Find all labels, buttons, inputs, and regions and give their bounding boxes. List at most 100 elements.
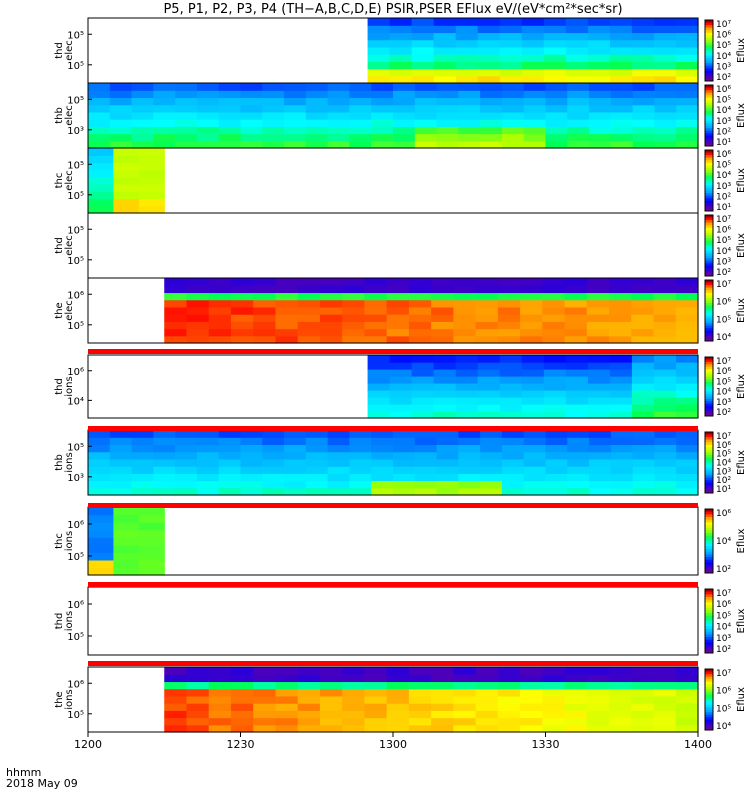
heatmap-cell (497, 674, 521, 683)
heatmap-cell (196, 104, 220, 113)
heatmap-cell (433, 355, 457, 363)
heatmap-cell (153, 444, 176, 453)
heatmap-cell (349, 458, 372, 467)
x-tick-label: 1300 (379, 738, 407, 751)
heatmap-cell (88, 169, 115, 178)
heatmap-cell (543, 404, 567, 412)
heatmap-cell (455, 390, 479, 398)
colorbar-segment (705, 393, 713, 397)
colorbar-segment (705, 313, 713, 317)
heatmap-cell (218, 444, 242, 453)
heatmap-cell (589, 133, 612, 142)
heatmap-cell (218, 126, 242, 135)
heatmap-cell (175, 458, 198, 467)
colorbar-label: Eflux (736, 168, 747, 193)
heatmap-cell (364, 681, 388, 690)
heatmap-cell (653, 362, 677, 370)
heatmap-cell (411, 32, 435, 41)
heatmap-cell (275, 674, 299, 683)
heatmap-cell (499, 68, 523, 77)
heatmap-cell (131, 104, 154, 113)
heatmap-cell (230, 710, 254, 719)
heatmap-cell (458, 458, 481, 467)
heatmap-cell (589, 480, 612, 489)
heatmap-cell (196, 97, 220, 106)
heatmap-cell (218, 133, 242, 142)
heatmap-cell (521, 369, 545, 377)
heatmap-cell (208, 710, 232, 719)
colorbar-segment (705, 401, 713, 405)
heatmap-cell (436, 458, 459, 467)
heatmap-cell (497, 285, 521, 294)
heatmap-cell (342, 292, 366, 301)
heatmap-cell (631, 299, 655, 308)
heatmap-cell (653, 681, 677, 690)
heatmap-cell (297, 278, 321, 286)
heatmap-cell (475, 681, 499, 690)
heatmap-cell (153, 119, 176, 127)
colorbar-segment (705, 522, 713, 526)
heatmap-cell (567, 458, 590, 467)
heatmap-cell (458, 126, 481, 135)
heatmap-cell (631, 397, 655, 405)
heatmap-cell (218, 104, 242, 113)
heatmap-cell (458, 119, 481, 127)
heatmap-cell (253, 724, 277, 733)
heatmap-cell (186, 695, 210, 704)
colorbar-segment (705, 282, 713, 286)
heatmap-cell (284, 104, 307, 113)
heatmap-cell (240, 451, 263, 460)
heatmap-cell (501, 444, 525, 453)
heatmap-cell (654, 90, 677, 99)
heatmap-cell (609, 397, 633, 405)
heatmap-cell (675, 355, 699, 363)
heatmap-cell (542, 314, 566, 322)
colorbar-tick: 10⁶ (716, 226, 731, 236)
heatmap-cell (88, 480, 111, 489)
heatmap-cell (349, 133, 372, 142)
colorbar-segment (705, 25, 713, 29)
heatmap-cell (109, 133, 133, 142)
heatmap-cell (653, 46, 677, 55)
heatmap-cell (327, 430, 351, 438)
heatmap-cell (253, 321, 277, 330)
heatmap-cell (386, 335, 410, 344)
heatmap-cell (386, 695, 410, 704)
heatmap-cell (480, 466, 503, 474)
heatmap-cell (477, 18, 501, 26)
heatmap-cell (138, 169, 165, 178)
heatmap-cell (453, 717, 477, 726)
heatmap-cell (319, 703, 343, 711)
heatmap-cell (675, 703, 699, 711)
heatmap-cell (431, 335, 454, 344)
heatmap-cell (230, 688, 254, 697)
heatmap-cell (414, 104, 438, 113)
colorbar-segment (705, 485, 713, 489)
heatmap-cell (653, 314, 677, 322)
heatmap-cell (654, 466, 677, 474)
heatmap-cell (480, 444, 503, 453)
heatmap-cell (609, 328, 632, 337)
heatmap-cell (196, 444, 220, 453)
colorbar-tick: 10⁶ (716, 31, 731, 41)
heatmap-cell (262, 140, 285, 149)
heatmap-cell (196, 458, 220, 467)
heatmap-cell (393, 473, 416, 482)
heatmap-cell (319, 724, 343, 733)
heatmap-cell (564, 667, 588, 675)
heatmap-cell (230, 328, 254, 337)
heatmap-cell (393, 444, 416, 453)
heatmap-cell (196, 126, 220, 135)
heatmap-cell (436, 83, 459, 91)
heatmap-cell (475, 688, 499, 697)
heatmap-cell (305, 119, 329, 127)
heatmap-cell (564, 695, 588, 704)
heatmap-cell (501, 430, 525, 438)
panel-ylabel: ions (64, 611, 75, 631)
heatmap-cell (109, 119, 133, 127)
heatmap-cell (371, 444, 394, 453)
heatmap-cell (327, 111, 351, 120)
heatmap-cell (458, 487, 481, 496)
colorbar-segment (705, 208, 713, 212)
heatmap-cell (453, 335, 477, 344)
